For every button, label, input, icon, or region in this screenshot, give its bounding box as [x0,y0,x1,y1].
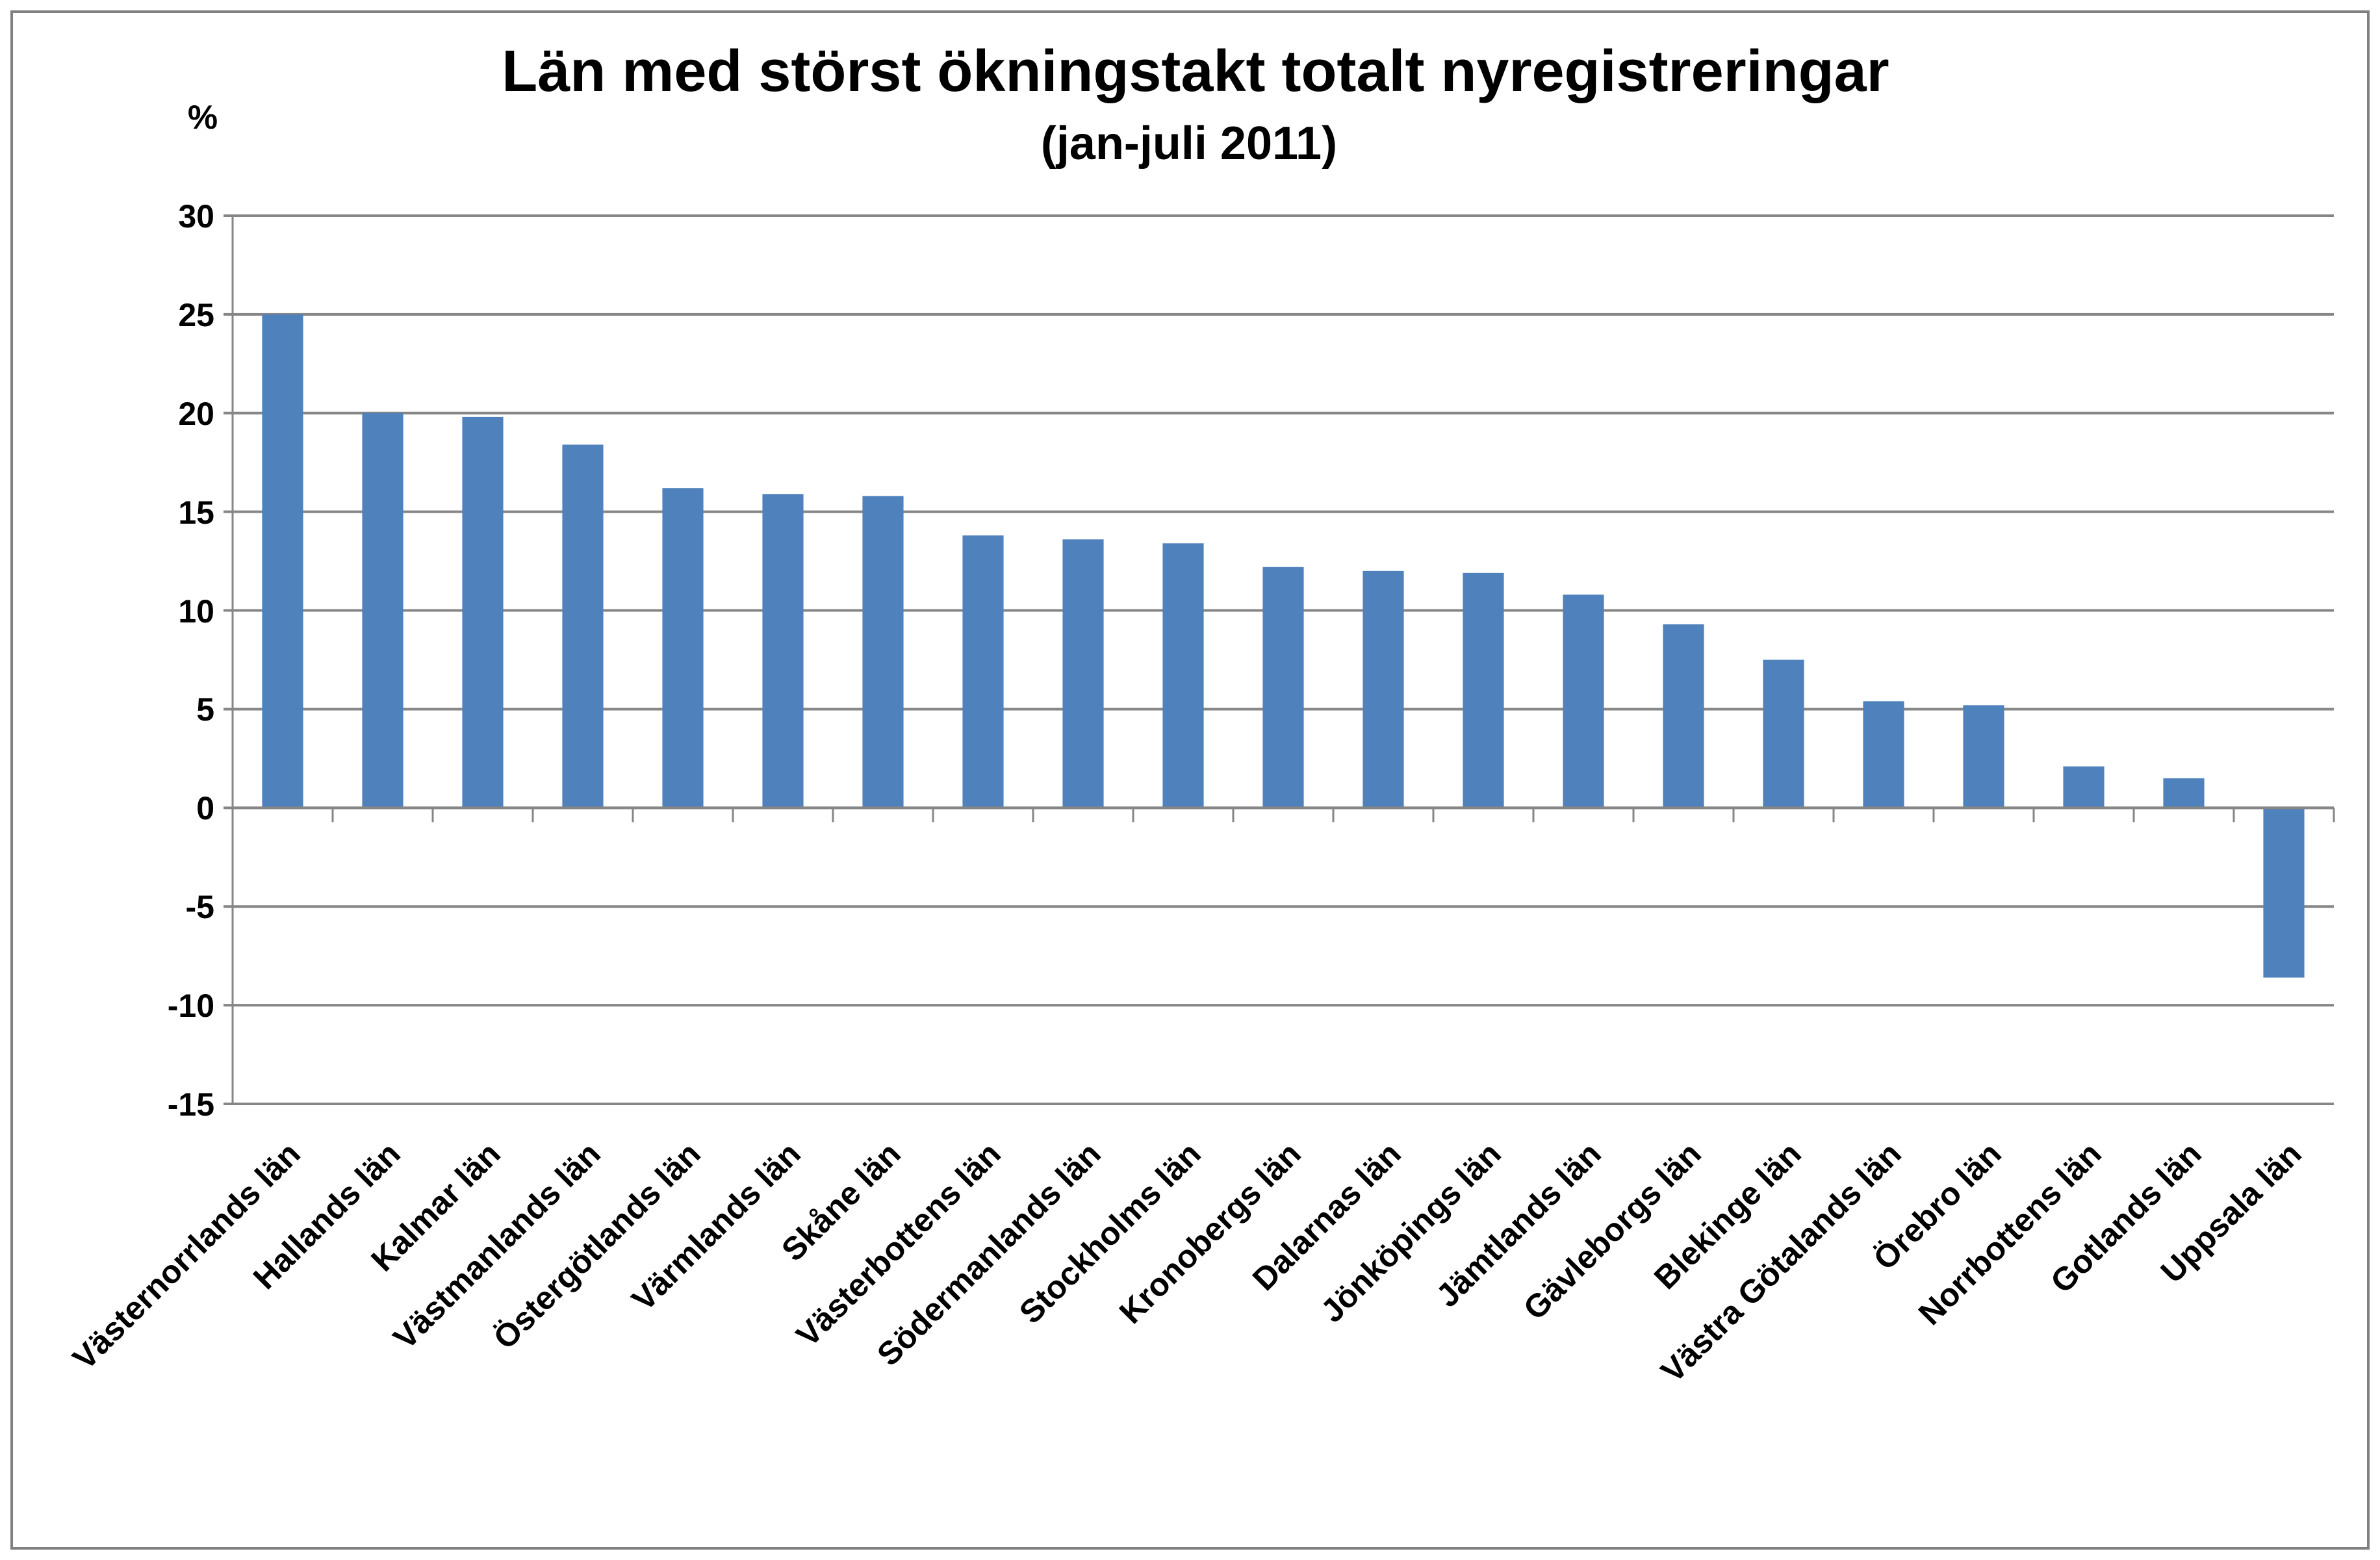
y-tick-label: 30 [178,198,214,235]
bar [1963,705,2004,808]
y-tick-label: -5 [186,889,214,925]
bar [262,314,303,808]
y-tick-label: 10 [178,593,214,630]
bar [2263,808,2305,978]
bar [662,488,704,808]
bar [1463,572,1504,808]
bar [1162,543,1204,808]
bar [2063,766,2105,808]
bar [362,413,403,808]
y-tick-label: 20 [178,396,214,432]
chart-title: Län med störst ökningstakt totalt nyregi… [502,39,1889,104]
bar [862,496,904,808]
bar [762,494,804,808]
bar [1262,567,1304,808]
bar [2163,778,2205,808]
bar [1863,701,1904,808]
y-tick-label: 15 [178,494,214,531]
y-axis-label: % [188,99,218,136]
bar [962,535,1004,808]
y-tick-label: 25 [178,297,214,333]
y-tick-label: 5 [196,691,214,728]
bar [1663,624,1704,808]
bar [1763,659,1804,808]
y-tick-label: 0 [196,790,214,826]
bar [1062,539,1104,808]
chart-subtitle: (jan-juli 2011) [1041,118,1337,170]
bar [462,416,504,808]
y-tick-label: -10 [168,988,214,1024]
bar [1563,595,1604,808]
bar [1363,570,1404,808]
y-tick-label: -15 [168,1086,214,1123]
bar [562,444,604,808]
